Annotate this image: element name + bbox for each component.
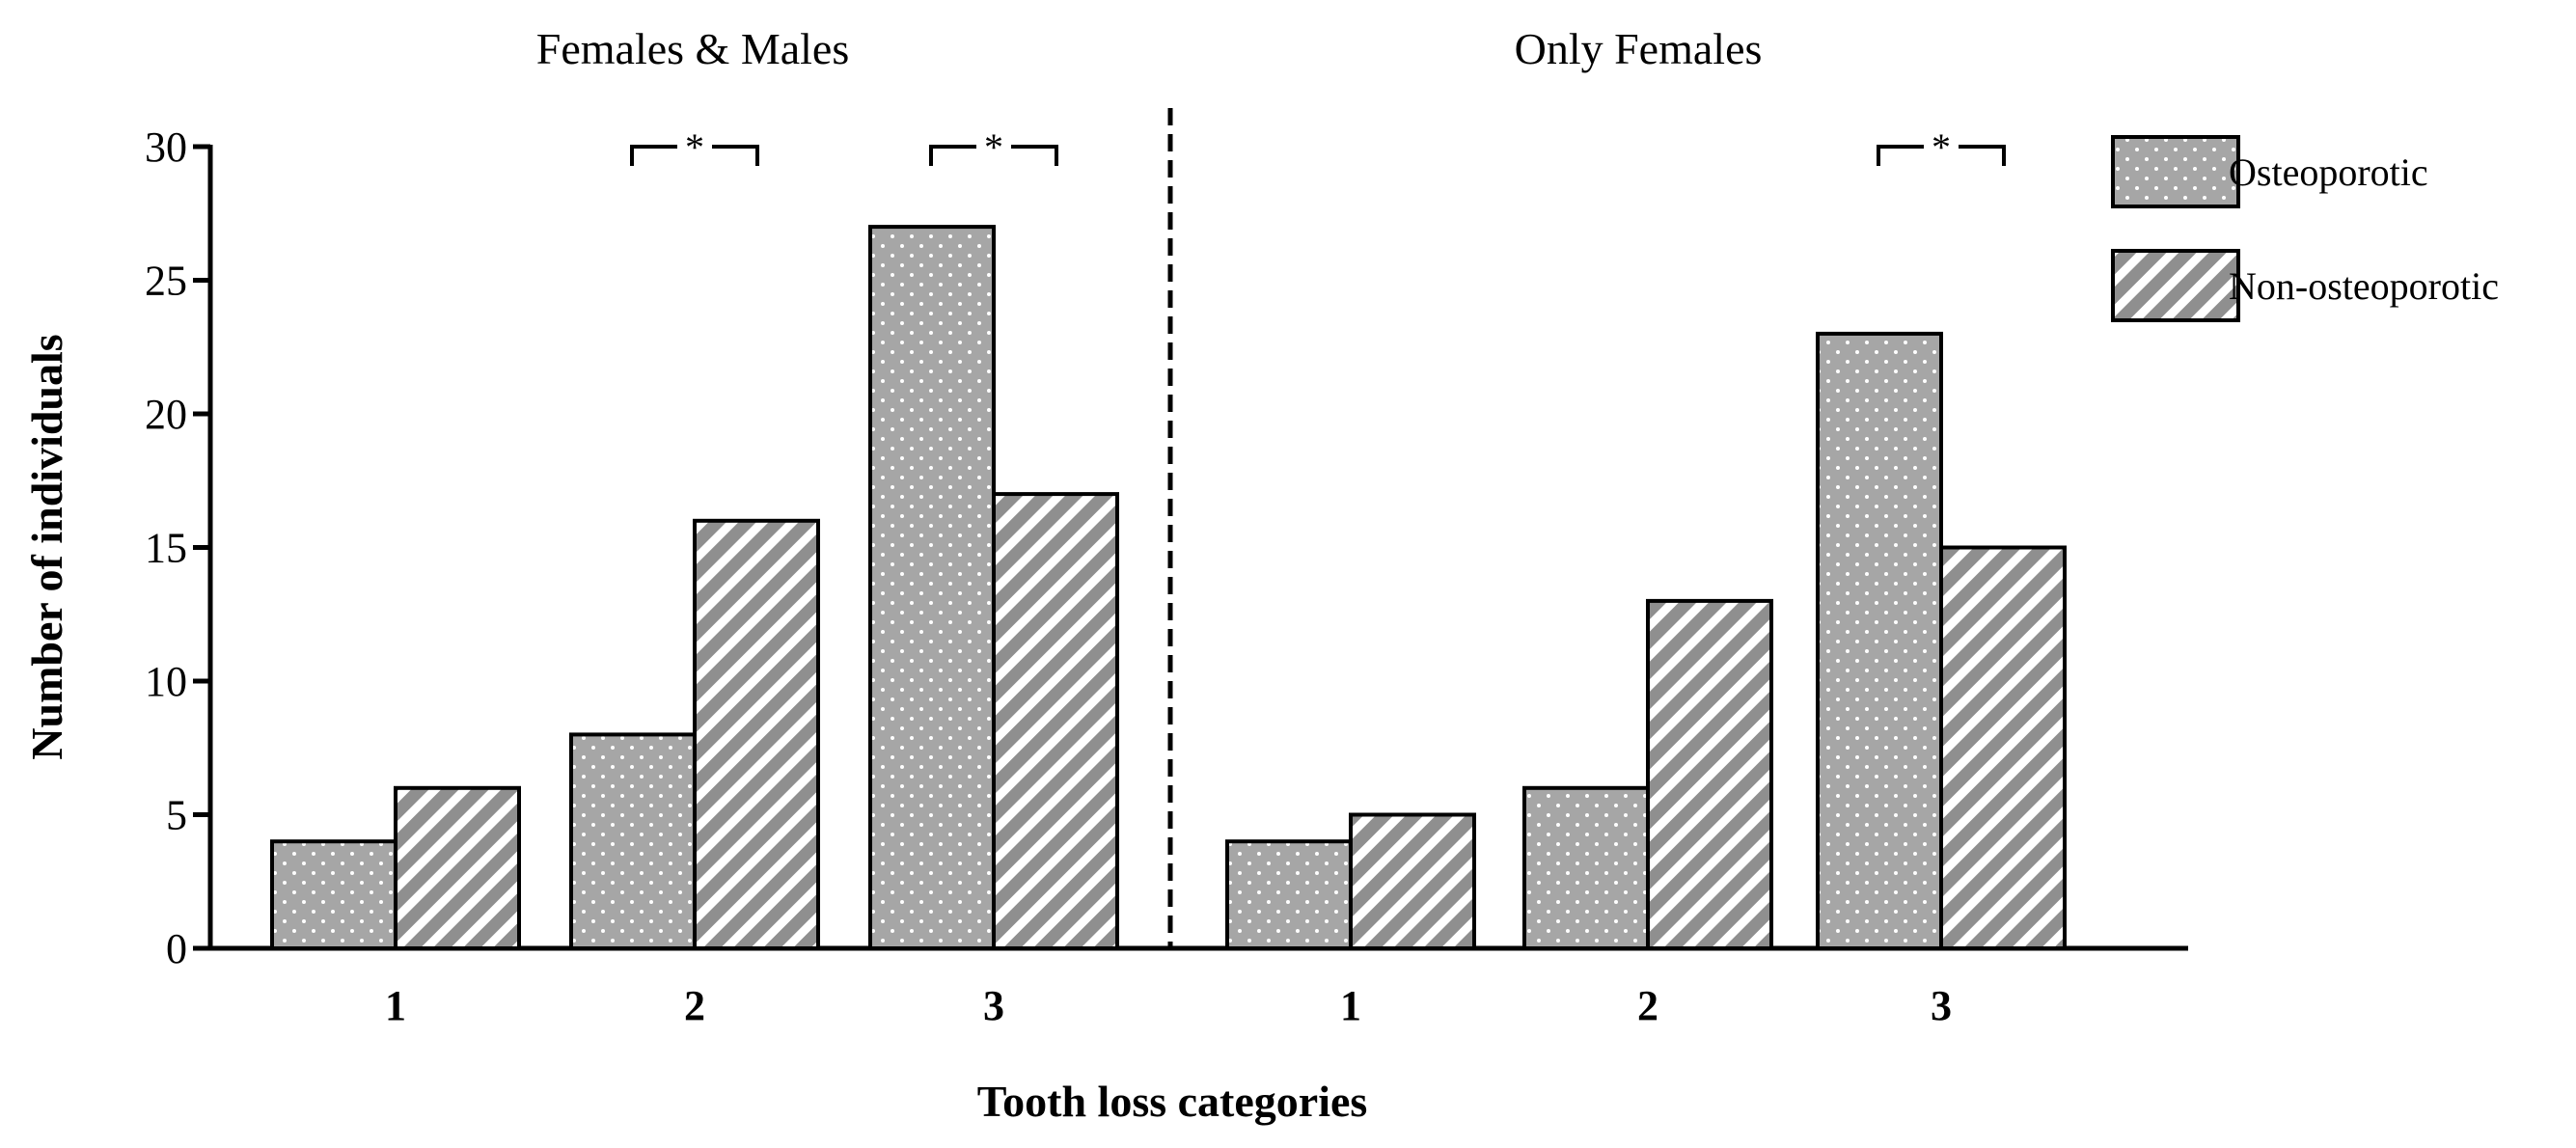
bar-non-osteoporotic [1646,598,1773,951]
significance-bracket [630,145,759,166]
significance-marker: * [1932,125,1951,169]
y-axis-title: Number of individuals [22,334,71,759]
x-category-label: 2 [1637,982,1658,1029]
x-category-label: 3 [983,982,1004,1029]
bar-non-osteoporotic [1349,812,1476,950]
y-tick-label: 5 [166,792,187,839]
bar-non-osteoporotic [693,518,820,950]
y-tick-label: 0 [166,925,187,972]
panel-title: Females & Males [536,24,850,73]
bar-osteoporotic [1816,331,1943,950]
legend: Osteoporotic Non-osteoporotic [2111,135,2499,322]
bar-osteoporotic [1225,839,1353,951]
significance-bracket [1877,145,2006,166]
x-category-label: 2 [684,982,705,1029]
bar-non-osteoporotic [394,785,521,950]
bar-osteoporotic [270,839,397,951]
bar-osteoporotic [569,732,697,951]
y-tick-label: 25 [145,258,187,305]
bar-osteoporotic [868,225,996,951]
legend-swatch-osteoporotic [2111,135,2240,208]
x-category-label: 1 [385,982,406,1029]
legend-swatch-non-osteoporotic [2111,249,2240,322]
panel-title: Only Females [1515,24,1763,73]
bar-non-osteoporotic [1939,545,2067,950]
significance-marker: * [984,125,1003,169]
y-tick-label: 30 [145,123,187,171]
bar-non-osteoporotic [992,492,1119,950]
y-tick-label: 10 [145,658,187,705]
y-tick-label: 20 [145,391,187,438]
significance-marker: * [685,125,704,169]
y-tick-label: 15 [145,525,187,572]
legend-label: Osteoporotic [2229,150,2428,194]
bars-layer [270,225,2067,951]
x-category-label: 3 [1931,982,1952,1029]
x-category-label: 1 [1340,982,1361,1029]
legend-label: Non-osteoporotic [2229,264,2499,308]
labels-layer: 0 5 10 15 20 25 30 Females & Males 1 2 3 * * Only Fem… [22,24,1952,1126]
significance-bracket [929,145,1058,166]
bar-osteoporotic [1522,785,1650,950]
x-axis-title: Tooth loss categories [977,1077,1368,1126]
